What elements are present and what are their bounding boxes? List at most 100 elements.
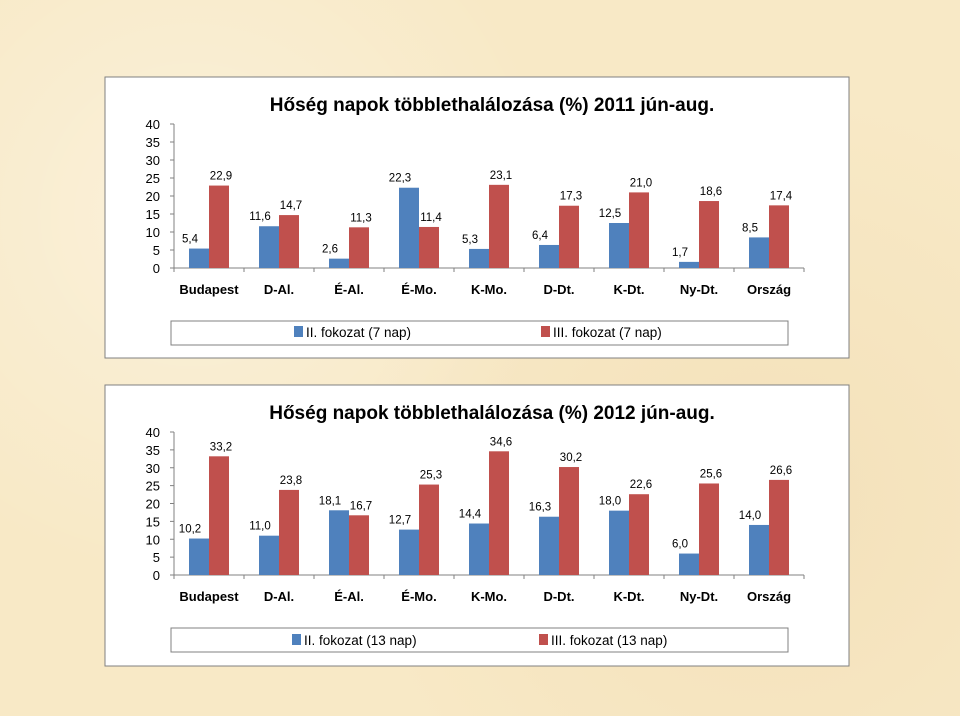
chart-2011-title: Hőség napok többlethalálozása (%) 2011 j…	[270, 95, 714, 116]
chart-2011: Hőség napok többlethalálozása (%) 2011 j…	[104, 76, 850, 359]
chart-2012-bar-series-2	[349, 515, 369, 575]
chart-2011-bar-series-2	[769, 205, 789, 268]
chart-2012-data-label-series-1: 6,0	[672, 539, 688, 551]
chart-2012-data-label-series-2: 16,7	[350, 500, 372, 512]
chart-2012-bar-series-1	[609, 510, 629, 575]
chart-2012-plot: 0 5 10 15 20 25 30 35 40 Budapest D-Al. É-Al. É-Mo. K…	[146, 425, 805, 604]
chart-2011-data-label-series-2: 21,0	[630, 177, 652, 189]
chart-2012-bar-series-1	[329, 510, 349, 575]
chart-2011-bar-series-2	[349, 227, 369, 268]
chart-2011-data-label-series-2: 17,3	[560, 191, 582, 203]
chart-2012-y-tick-label: 25	[146, 479, 160, 494]
chart-2012-data-label-series-2: 30,2	[560, 452, 582, 464]
chart-2011-data-label-series-1: 2,6	[322, 244, 338, 256]
chart-2012-legend-label-1: II. fokozat (13 nap)	[304, 633, 417, 648]
chart-2012-data-label-series-1: 10,2	[179, 524, 201, 536]
chart-2011-bar-series-1	[539, 244, 559, 268]
chart-2011-category-label: Budapest	[179, 282, 239, 297]
chart-2011-bar-series-1	[749, 237, 769, 268]
chart-2011-bar-series-1	[609, 223, 629, 268]
chart-2012: Hőség napok többlethalálozása (%) 2012 j…	[104, 384, 850, 667]
chart-2011-bar-series-2	[629, 192, 649, 268]
chart-2012-bar-series-2	[769, 479, 789, 575]
chart-2011-legend: II. fokozat (7 nap) III. fokozat (7 nap)	[170, 320, 789, 346]
chart-2012-data-label-series-1: 18,0	[599, 496, 621, 508]
chart-2011-category-label: K-Mo.	[471, 282, 507, 297]
chart-2012-y-tick-label: 35	[146, 443, 160, 458]
chart-2011-bar-series-2	[209, 185, 229, 268]
chart-2011-bar-series-2	[699, 201, 719, 268]
chart-2011-bar-series-2	[279, 215, 299, 268]
chart-2011-y-tick-label: 20	[146, 189, 160, 204]
chart-2011-bar-series-1	[469, 248, 489, 268]
chart-2011-category-label: D-Dt.	[543, 282, 574, 297]
chart-2012-data-label-series-2: 25,3	[420, 470, 442, 482]
chart-2011-data-label-series-1: 5,4	[182, 234, 199, 246]
chart-2011-legend-label-1: II. fokozat (7 nap)	[306, 325, 411, 340]
chart-2012-category-label: Budapest	[179, 589, 239, 604]
chart-2012-data-label-series-1: 16,3	[529, 502, 551, 514]
chart-2011-legend-box	[170, 320, 789, 346]
chart-2012-legend-swatch-1	[292, 634, 301, 645]
chart-2011-y-tick-label: 30	[146, 153, 160, 168]
chart-2011-data-label-series-1: 22,3	[389, 173, 411, 185]
chart-2012-category-label: Ny-Dt.	[680, 589, 718, 604]
chart-2011-data-label-series-1: 5,3	[462, 234, 478, 246]
chart-2011-bar-series-1	[329, 258, 349, 268]
chart-2012-data-label-series-2: 33,2	[210, 441, 232, 453]
chart-2012-bar-series-1	[469, 523, 489, 575]
chart-2012-data-label-series-1: 18,1	[319, 495, 341, 507]
chart-2011-category-label: É-Al.	[334, 282, 364, 297]
chart-2011-data-label-series-2: 23,1	[490, 170, 512, 182]
chart-2012-y-tick-label: 40	[146, 425, 160, 440]
chart-2012-bar-series-2	[209, 456, 229, 575]
chart-2012-data-label-series-1: 11,0	[249, 521, 271, 533]
chart-2011-data-label-series-2: 22,9	[210, 171, 232, 183]
chart-2012-bar-series-2	[489, 451, 509, 575]
chart-2011-legend-swatch-2	[541, 326, 550, 337]
chart-2012-y-tick-label: 0	[153, 568, 160, 583]
chart-2012-category-label: K-Dt.	[613, 589, 644, 604]
chart-2012-y-tick-label: 15	[146, 514, 160, 529]
chart-2011-data-label-series-1: 1,7	[672, 247, 688, 259]
chart-2012-data-label-series-1: 14,0	[739, 510, 761, 522]
chart-2011-y-tick-label: 5	[153, 243, 160, 258]
chart-2011-category-label: É-Mo.	[401, 282, 436, 297]
chart-2012-y-tick-label: 10	[146, 532, 160, 547]
chart-2012-data-label-series-2: 26,6	[770, 465, 792, 477]
chart-2012-data-label-series-2: 34,6	[490, 436, 512, 448]
chart-2011-bar-series-2	[489, 184, 509, 268]
chart-2012-legend-label-2: III. fokozat (13 nap)	[551, 633, 667, 648]
chart-2012-category-label: Ország	[747, 589, 791, 604]
chart-2012-bar-series-1	[539, 516, 559, 575]
chart-2012-bar-series-1	[399, 529, 419, 575]
chart-2012-bar-series-2	[279, 489, 299, 575]
chart-2011-data-label-series-1: 8,5	[742, 222, 758, 234]
chart-2011-plot: 0 5 10 15 20 25 30 35 40 Budapest D-Al. É-Al. É-Mo. K…	[146, 117, 805, 297]
chart-2011-data-label-series-1: 12,5	[599, 208, 621, 220]
chart-2012-category-label: D-Dt.	[543, 589, 574, 604]
chart-2011-data-label-series-2: 18,6	[700, 186, 722, 198]
chart-2012-data-label-series-1: 12,7	[389, 515, 411, 527]
chart-2011-bar-series-1	[399, 187, 419, 268]
chart-2012-bar-series-2	[559, 467, 579, 575]
chart-2011-bar-series-1	[679, 261, 699, 268]
chart-2012-category-label: É-Mo.	[401, 589, 436, 604]
chart-2012-legend-swatch-2	[539, 634, 548, 645]
chart-2011-data-label-series-2: 11,4	[420, 212, 442, 224]
chart-2011-category-label: Ország	[747, 282, 791, 297]
chart-2011-category-label: Ny-Dt.	[680, 282, 718, 297]
chart-2011-y-tick-label: 15	[146, 207, 160, 222]
chart-2012-bar-series-2	[699, 483, 719, 575]
chart-2011-bar-series-1	[189, 248, 209, 268]
chart-2011-bar-series-1	[259, 226, 279, 268]
chart-2011-bar-series-2	[419, 226, 439, 268]
chart-2012-bar-series-1	[189, 538, 209, 575]
chart-2012-bar-series-1	[259, 535, 279, 575]
chart-2011-data-label-series-1: 6,4	[532, 230, 549, 242]
chart-2012-category-label: É-Al.	[334, 589, 364, 604]
chart-2012-y-tick-label: 5	[153, 550, 160, 565]
chart-2012-bar-series-1	[749, 524, 769, 575]
chart-2011-legend-label-2: III. fokozat (7 nap)	[553, 325, 662, 340]
chart-2012-title: Hőség napok többlethalálozása (%) 2012 j…	[269, 403, 715, 424]
